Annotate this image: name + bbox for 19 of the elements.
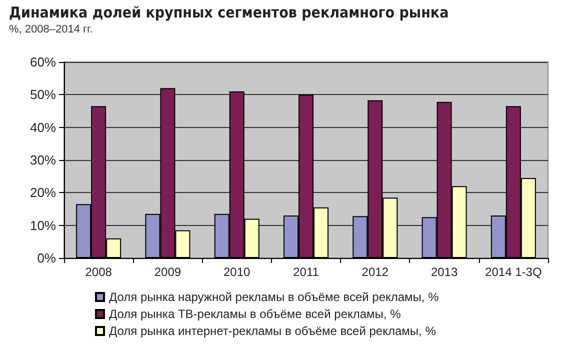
y-tick-label: 40% [30,120,56,135]
legend-label: Доля рынка интернет-рекламы в объёме всей рекламы, % [109,324,436,338]
chart-subtitle: %, 2008–2014 гг. [9,24,93,36]
y-tick-label: 10% [30,218,56,233]
x-tick-label: 2009 [154,265,182,279]
y-tick-label: 60% [30,54,56,70]
y-tick-label: 0% [37,250,56,266]
chart-title: Динамика долей крупных сегментов рекламного рынка [9,4,449,22]
x-tick-label: 2014 1-3Q [485,265,542,279]
x-tick-label: 2012 [362,265,389,279]
y-tick-label: 20% [30,185,56,200]
legend-label: Доля рынка наружной рекламы в объёме всей рекламы, % [109,290,440,304]
x-tick-label: 2013 [430,265,458,279]
x-tick-label: 2008 [85,265,112,279]
legend-label: Доля рынка ТВ-рекламы в объёме всей рекламы, % [109,307,402,321]
y-tick-label: 30% [30,152,56,168]
y-tick-label: 50% [30,87,56,102]
x-tick-label: 2011 [293,265,320,279]
x-tick-label: 2010 [224,265,251,279]
